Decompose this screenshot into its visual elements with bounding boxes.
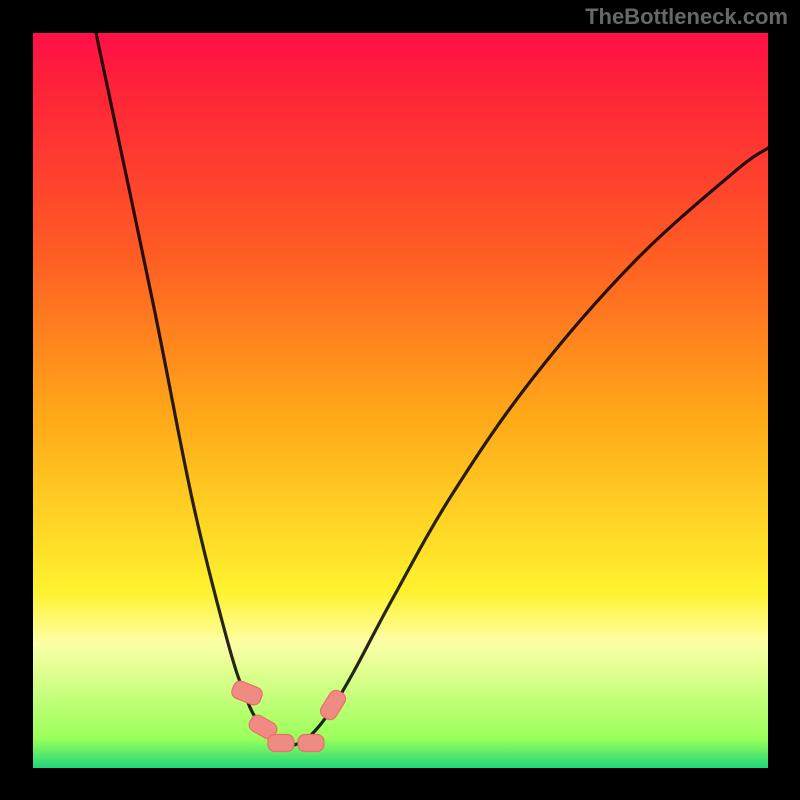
data-point-marker [230,679,265,707]
curve-overlay [0,0,800,800]
data-point-marker [268,735,294,752]
bottleneck-curve [96,33,768,746]
chart-container: TheBottleneck.com [0,0,800,800]
marker-group [230,679,348,751]
data-point-marker [318,688,348,722]
watermark-text: TheBottleneck.com [585,4,788,30]
data-point-marker [298,735,324,752]
